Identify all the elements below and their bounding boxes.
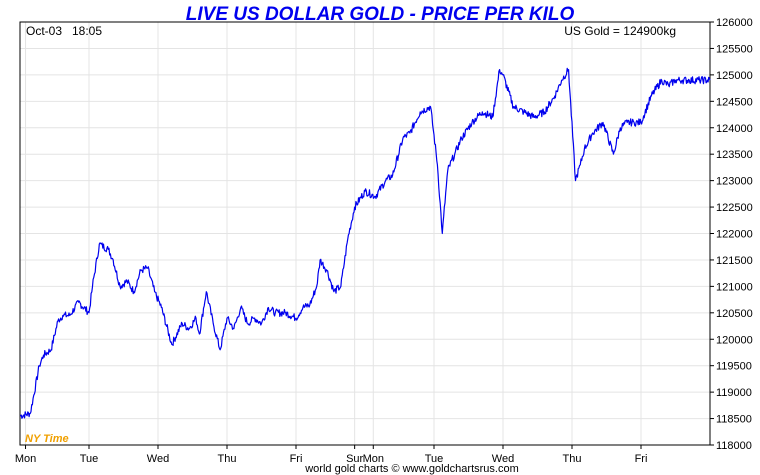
y-axis: 118000 118500 119000 119500 120000 120500 1210… xyxy=(710,17,753,452)
x-axis: Mon Tue Wed Thu Fri Sur Mon Tue Wed Thu Fri xyxy=(15,445,648,465)
y-tick-label: 125500 xyxy=(716,43,753,55)
y-tick-label: 118500 xyxy=(716,414,752,426)
time-label: 18:05 xyxy=(72,24,102,38)
x-tick-label: Tue xyxy=(425,453,444,465)
y-tick-label: 124500 xyxy=(716,96,753,108)
y-tick-label: 120000 xyxy=(716,334,753,346)
x-tick-label: Tue xyxy=(80,453,99,465)
y-tick-label: 123500 xyxy=(716,149,753,161)
footer-credit: world gold charts © www.goldchartsrus.co… xyxy=(304,463,519,475)
grid xyxy=(20,22,710,445)
y-tick-label: 122000 xyxy=(716,229,753,241)
y-tick-label: 118000 xyxy=(716,440,752,452)
price-series-line xyxy=(19,67,711,419)
x-tick-label: Wed xyxy=(147,453,169,465)
x-tick-label: Wed xyxy=(492,453,514,465)
y-tick-label: 120500 xyxy=(716,308,753,320)
x-tick-label: Sur xyxy=(346,453,363,465)
chart-title: LIVE US DOLLAR GOLD - PRICE PER KILO xyxy=(186,4,575,25)
date-label: Oct-03 xyxy=(26,24,62,38)
y-tick-label: 121500 xyxy=(716,255,753,267)
x-tick-label: Fri xyxy=(635,453,648,465)
x-tick-label: Fri xyxy=(290,453,303,465)
x-tick-label: Mon xyxy=(15,453,36,465)
y-tick-label: 124000 xyxy=(716,123,753,135)
x-tick-label: Thu xyxy=(218,453,237,465)
timezone-label: NY Time xyxy=(25,433,69,445)
y-tick-label: 126000 xyxy=(716,17,753,29)
y-tick-label: 121000 xyxy=(716,281,753,293)
y-tick-label: 125000 xyxy=(716,70,753,82)
y-tick-label: 119000 xyxy=(716,387,752,399)
x-tick-label: Mon xyxy=(363,453,384,465)
y-tick-label: 119500 xyxy=(716,361,752,373)
x-tick-label: Thu xyxy=(563,453,582,465)
y-tick-label: 123000 xyxy=(716,176,753,188)
current-price-label: US Gold = 124900kg xyxy=(564,24,676,38)
y-tick-label: 122500 xyxy=(716,202,753,214)
